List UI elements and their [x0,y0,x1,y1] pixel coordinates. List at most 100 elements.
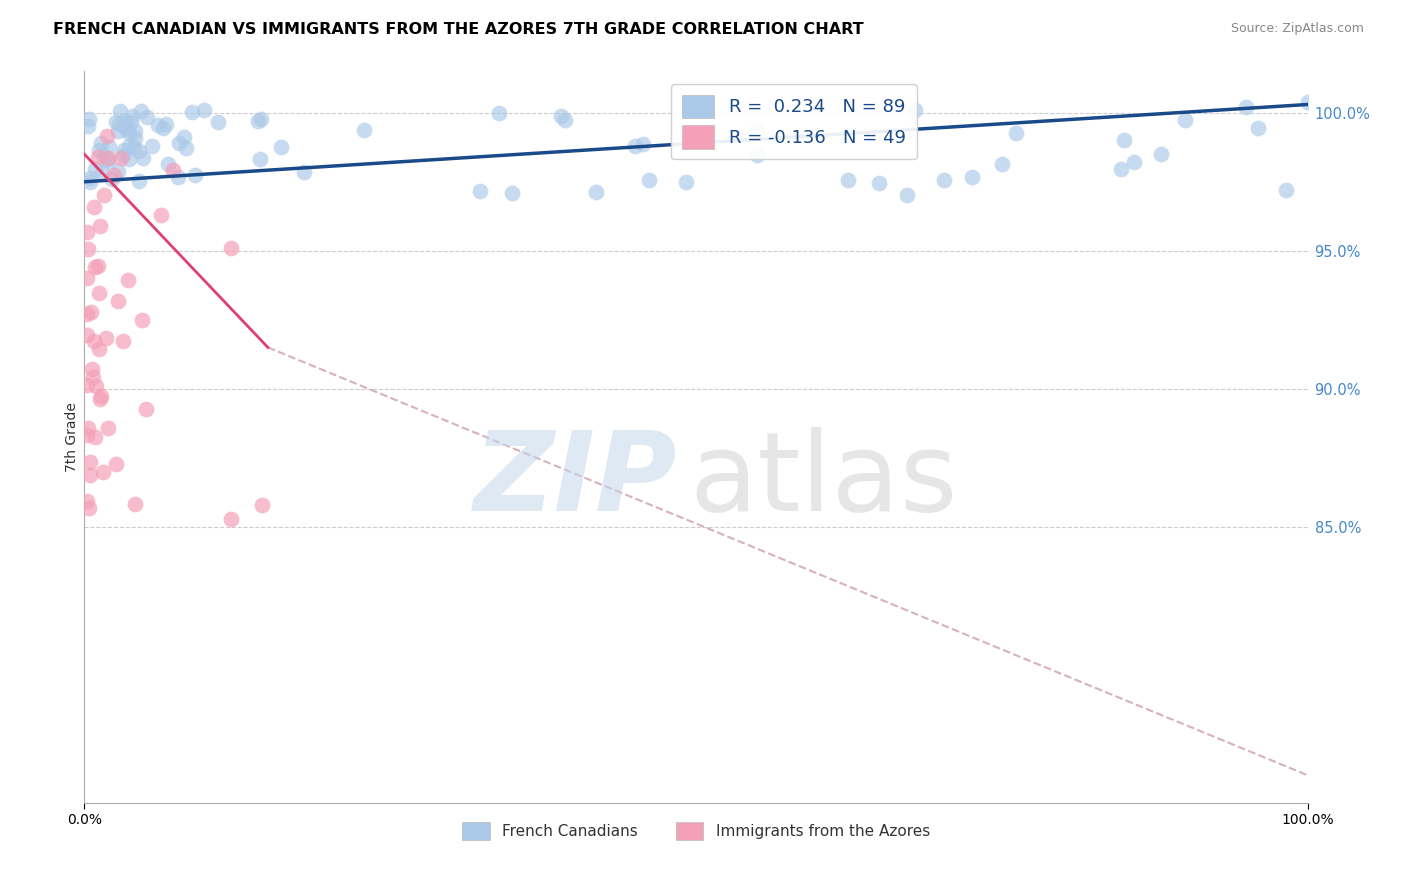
Point [991,157,1014,171]
Point [932,173,955,187]
Point [155,117,177,131]
Point [117,139,139,153]
Point [270,140,292,154]
Point [93,465,115,479]
Point [550,109,572,123]
Point [112,144,135,158]
Point [83,200,105,214]
Point [76,307,98,321]
Point [89,392,111,406]
Point [112,334,135,349]
Point [83,162,105,177]
Point [114,120,136,135]
Point [90,389,112,403]
Point [87,259,110,273]
Text: ZIP: ZIP [474,427,678,534]
Point [1109,162,1132,177]
Point [1114,133,1136,147]
Point [76,428,98,442]
Point [637,173,659,187]
Point [80,362,103,376]
Point [77,421,100,435]
Point [105,115,128,129]
Point [184,168,207,182]
Point [128,174,150,188]
Point [502,186,524,201]
Point [904,103,927,118]
Point [93,149,115,163]
Point [960,169,983,184]
Point [141,138,163,153]
Point [131,313,153,327]
Point [585,186,607,200]
Point [128,144,150,158]
Point [118,126,141,140]
Point [97,154,120,169]
Point [124,497,146,511]
Point [79,112,101,126]
Point [101,171,124,186]
Point [162,162,184,177]
Point [1150,147,1173,161]
Point [83,334,105,348]
Point [84,378,107,392]
Point [76,271,98,285]
Point [896,187,918,202]
Point [219,242,242,256]
Point [107,163,129,178]
Text: Source: ZipAtlas.com: Source: ZipAtlas.com [1230,22,1364,36]
Point [247,114,270,128]
Point [156,157,179,171]
Point [166,169,188,184]
Point [135,402,157,417]
Point [132,151,155,165]
Point [294,164,316,178]
Point [108,104,131,119]
Point [117,152,139,166]
Point [107,124,129,138]
Point [193,103,215,117]
Point [1275,183,1298,197]
Text: atlas: atlas [690,427,959,534]
Point [87,150,110,164]
Point [747,123,769,137]
Point [82,370,104,384]
Point [90,136,112,150]
Point [104,457,127,471]
Point [219,511,242,525]
Point [250,498,273,512]
Point [87,342,110,356]
Point [76,494,98,508]
Point [747,148,769,162]
Point [80,305,103,319]
Point [77,120,100,134]
Point [79,170,101,185]
Point [631,136,654,151]
Point [97,421,120,435]
Point [675,175,697,189]
Point [122,140,145,154]
Point [149,208,172,222]
Point [87,143,110,157]
Point [869,176,891,190]
Point [124,124,146,138]
Point [249,112,271,126]
Text: FRENCH CANADIAN VS IMMIGRANTS FROM THE AZORES 7TH GRADE CORRELATION CHART: FRENCH CANADIAN VS IMMIGRANTS FROM THE A… [53,22,865,37]
Point [89,286,111,301]
Point [624,139,647,153]
Point [135,110,157,124]
Y-axis label: 7th Grade: 7th Grade [65,402,79,472]
Point [167,136,190,150]
Point [180,104,202,119]
Point [1236,100,1258,114]
Point [89,219,111,233]
Point [207,115,229,129]
Point [124,130,146,145]
Point [107,117,129,131]
Point [117,273,139,287]
Point [249,153,271,167]
Point [1296,95,1319,110]
Point [96,129,118,144]
Point [98,139,121,153]
Point [103,168,125,182]
